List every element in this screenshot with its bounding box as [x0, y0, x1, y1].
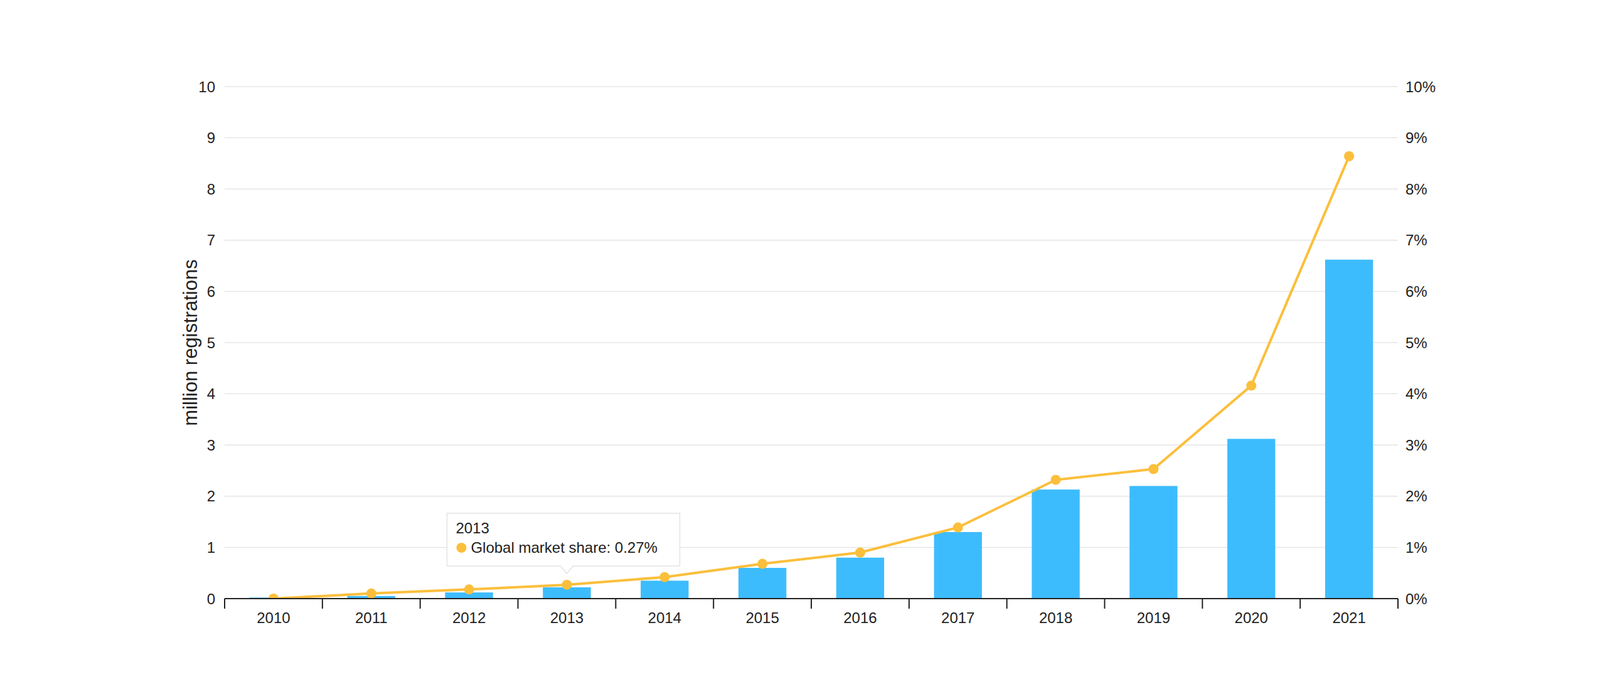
- y-axis-title: million registrations: [179, 259, 202, 426]
- marker: [757, 559, 768, 570]
- grid-line: [224, 444, 1398, 446]
- x-tick-label: 2017: [941, 609, 975, 627]
- y-tick-label: 6: [207, 282, 216, 300]
- y2-tick-label: 1%: [1405, 538, 1428, 556]
- bar: [640, 580, 689, 599]
- bar: [836, 557, 885, 599]
- grid-line: [224, 291, 1398, 293]
- bar: [1227, 438, 1275, 599]
- x-tick-label: 2010: [256, 609, 290, 627]
- line: [273, 156, 1350, 599]
- x-tick: [1397, 598, 1399, 609]
- x-tick: [1201, 598, 1203, 609]
- x-tick-label: 2013: [550, 609, 584, 627]
- y2-tick-label: 6%: [1405, 282, 1428, 300]
- marker: [1246, 380, 1257, 391]
- bar: [1129, 485, 1178, 599]
- grid-line: [224, 495, 1398, 497]
- grid-line: [224, 188, 1398, 190]
- tooltip-title: 2013: [455, 519, 489, 537]
- x-tick: [1006, 598, 1008, 609]
- y2-tick-label: 2%: [1405, 487, 1428, 505]
- y2-tick-label: 10%: [1405, 78, 1436, 96]
- y2-tick-label: 8%: [1405, 180, 1428, 198]
- grid-line: [224, 239, 1398, 241]
- x-tick-label: 2014: [648, 609, 682, 627]
- marker: [366, 588, 377, 599]
- tooltip-box: [446, 513, 680, 574]
- marker: [953, 522, 964, 533]
- y2-tick-label: 9%: [1405, 129, 1428, 147]
- x-tick-label: 2015: [745, 609, 779, 627]
- x-tick: [321, 598, 324, 609]
- x-tick: [614, 598, 617, 609]
- y2-tick-label: 0%: [1405, 590, 1428, 608]
- bar: [738, 567, 787, 599]
- x-tick-label: 2016: [843, 609, 877, 627]
- bar: [1031, 489, 1080, 599]
- x-tick: [224, 598, 226, 609]
- grid-line: [224, 393, 1398, 395]
- x-tick-label: 2012: [452, 609, 486, 627]
- tooltip-text: Global market share: 0.27%: [470, 538, 657, 556]
- y-tick-label: 1: [207, 538, 216, 556]
- y-tick-label: 3: [207, 436, 216, 454]
- x-tick: [1104, 598, 1106, 609]
- y-tick-label: 0: [207, 590, 216, 608]
- y-tick-label: 4: [207, 385, 216, 403]
- marker: [268, 593, 279, 599]
- y-tick-label: 5: [207, 334, 216, 352]
- grid-line: [224, 137, 1398, 139]
- x-tick: [810, 598, 812, 609]
- chart: 0 1 2 3 4 5 6 7 8 9 10 0% 1% 2% 3% 4% 5% 6% 7% 8% 9% 10% milli…: [0, 0, 1600, 699]
- x-tick-label: 2011: [355, 609, 388, 627]
- marker: [1148, 464, 1159, 475]
- bar: [1325, 259, 1373, 599]
- marker: [855, 547, 866, 558]
- y-tick-label: 9: [207, 129, 216, 147]
- x-tick: [908, 598, 910, 609]
- x-tick: [712, 598, 715, 609]
- grid-line: [224, 341, 1398, 344]
- x-tick: [419, 598, 422, 609]
- x-tick-label: 2019: [1136, 609, 1171, 627]
- grid-line: [224, 547, 1398, 549]
- marker: [1050, 474, 1062, 486]
- x-tick-label: 2021: [1332, 609, 1366, 627]
- marker: [561, 579, 572, 590]
- marker: [659, 572, 670, 583]
- plot-area: [249, 151, 1374, 599]
- y2-tick-label: 3%: [1405, 436, 1428, 454]
- y2-tick-label: 5%: [1405, 334, 1428, 352]
- y-tick-label: 8: [207, 180, 216, 198]
- y2-tick-label: 4%: [1405, 385, 1428, 403]
- y2-tick-label: 7%: [1405, 231, 1428, 249]
- y-tick-label: 2: [207, 487, 216, 505]
- marker: [464, 584, 475, 595]
- marker: [1344, 151, 1355, 162]
- x-tick: [1299, 598, 1301, 609]
- grid-line: [224, 85, 1398, 88]
- y-tick-label: 7: [207, 231, 216, 249]
- x-tick-label: 2018: [1039, 609, 1073, 627]
- x-tick: [517, 598, 519, 609]
- x-tick-label: 2020: [1234, 609, 1269, 627]
- tooltip: 2013Global market share: 0.27%: [446, 513, 680, 574]
- y-tick-label: 10: [198, 78, 216, 96]
- bar: [934, 532, 982, 599]
- tooltip-dot: [456, 542, 467, 553]
